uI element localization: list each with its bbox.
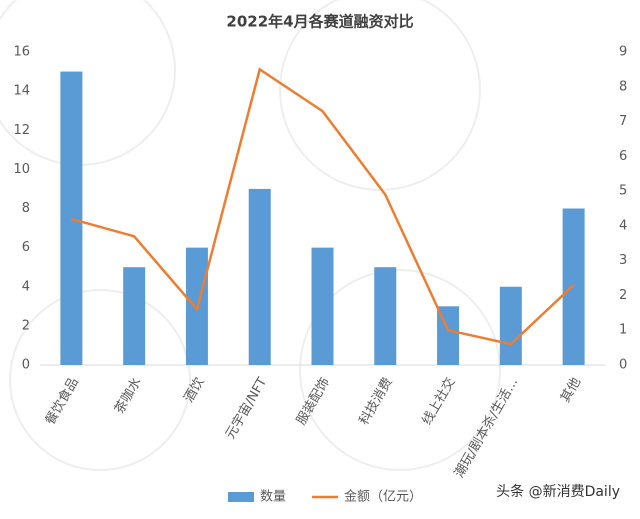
x-tick-label: 茶咖水 — [111, 375, 144, 417]
x-tick-label: 酒饮 — [181, 375, 207, 405]
y-tick-label: 6 — [22, 240, 30, 255]
y2-tick-label: 0 — [619, 358, 627, 373]
y2-tick-label: 6 — [619, 149, 627, 164]
y2-tick-label: 9 — [619, 45, 627, 60]
bar — [374, 267, 397, 365]
y-tick-label: 10 — [13, 162, 30, 177]
y-tick-label: 0 — [22, 358, 30, 373]
watermark: 头条 @新消费Daily — [496, 483, 620, 500]
legend-label: 数量 — [260, 490, 286, 505]
bar — [562, 208, 585, 365]
x-tick-label: 元宇宙/NFT — [223, 375, 270, 442]
y2-tick-label: 5 — [619, 184, 627, 199]
bar — [60, 71, 83, 365]
x-tick-label: 线上社交 — [419, 375, 459, 428]
y2-tick-label: 2 — [619, 288, 627, 303]
bar — [123, 267, 146, 365]
legend-label: 金额（亿元） — [344, 489, 422, 505]
bar — [499, 286, 522, 365]
x-tick-label: 其他 — [558, 375, 584, 405]
y-tick-label: 8 — [22, 201, 30, 216]
line — [71, 67, 575, 346]
x-tick-label: 科技消费 — [357, 375, 396, 428]
y2-tick-label: 3 — [619, 253, 627, 268]
y-tick-label: 16 — [13, 45, 30, 60]
bar — [248, 188, 271, 365]
y2-tick-label: 4 — [619, 218, 627, 233]
chart-title: 2022年4月各赛道融资对比 — [226, 13, 413, 31]
y-tick-label: 2 — [22, 318, 30, 333]
bar — [311, 247, 334, 365]
y2-tick-label: 8 — [619, 79, 627, 94]
x-tick-label: 潮玩/剧本杀/生活… — [452, 375, 521, 480]
legend-swatch — [228, 492, 254, 502]
x-tick-label: 餐饮食品 — [42, 375, 82, 428]
y-tick-label: 12 — [13, 123, 30, 138]
y-tick-label: 14 — [13, 84, 30, 99]
y2-tick-label: 1 — [619, 323, 627, 338]
y2-tick-label: 7 — [619, 114, 627, 129]
y-tick-label: 4 — [22, 279, 30, 294]
